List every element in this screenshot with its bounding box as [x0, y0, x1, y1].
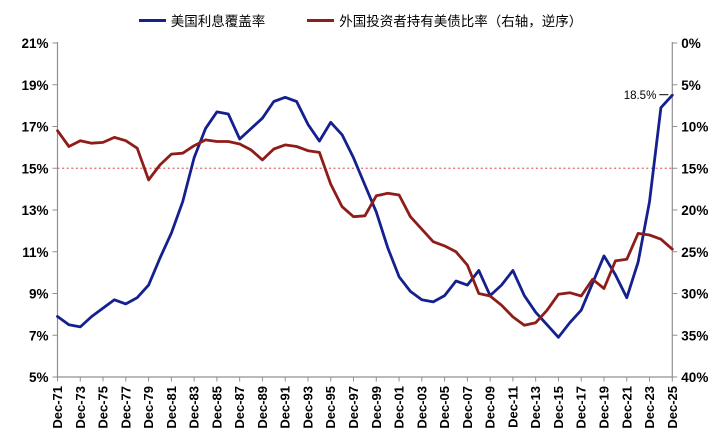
- x-axis-tick-label: Dec-17: [574, 386, 589, 429]
- right-axis-tick-label: 20%: [681, 203, 708, 218]
- legend-label: 外国投资者持有美债比率（右轴，逆序）: [339, 14, 583, 29]
- left-axis-tick-label: 9%: [29, 287, 49, 302]
- x-axis-tick-label: Dec-81: [164, 386, 179, 429]
- x-axis-tick-label: Dec-15: [551, 386, 566, 429]
- series-line-interest-coverage: [56, 93, 674, 339]
- x-axis-tick-label: Dec-13: [528, 386, 543, 429]
- x-axis-tick-label: Dec-71: [50, 386, 65, 429]
- left-axis-tick-label: 5%: [29, 370, 49, 385]
- legend-label: 美国利息覆盖率: [170, 14, 266, 29]
- left-axis-tick-label: 15%: [21, 161, 48, 176]
- right-axis-tick-label: 40%: [681, 370, 708, 385]
- right-axis-tick-label: 5%: [681, 78, 701, 93]
- x-axis-tick-label: Dec-91: [278, 386, 293, 429]
- x-axis-tick-label: Dec-79: [141, 386, 156, 429]
- right-axis-tick-label: 0%: [681, 36, 701, 51]
- x-axis-tick-label: Dec-09: [483, 386, 498, 429]
- right-axis-tick-label: 35%: [681, 328, 708, 343]
- x-axis-tick-label: Dec-83: [187, 386, 202, 429]
- left-axis-tick-label: 13%: [21, 203, 48, 218]
- legend: 美国利息覆盖率 外国投资者持有美债比率（右轴，逆序）: [0, 10, 721, 30]
- x-axis-tick-label: Dec-01: [392, 386, 407, 429]
- right-axis-tick-label: 15%: [681, 161, 708, 176]
- left-axis-tick-label: 19%: [21, 78, 48, 93]
- x-axis-tick-label: Dec-93: [300, 386, 315, 429]
- x-axis-tick-label: Dec-11: [505, 386, 520, 428]
- left-axis-tick-label: 11%: [22, 245, 48, 260]
- x-axis-tick-label: Dec-99: [369, 386, 384, 429]
- x-axis-tick-label: Dec-73: [73, 386, 88, 429]
- legend-item-foreign-holdings: 外国投资者持有美债比率（右轴，逆序）: [307, 10, 582, 30]
- x-axis-tick-label: Dec-23: [642, 386, 657, 429]
- series-line-foreign-holdings: [56, 129, 674, 327]
- x-axis-tick-label: Dec-05: [437, 386, 452, 429]
- x-axis-tick-label: Dec-89: [255, 386, 270, 429]
- x-axis-tick-label: Dec-03: [414, 386, 429, 429]
- x-axis-tick-label: Dec-19: [596, 386, 611, 429]
- x-axis-tick-label: Dec-25: [665, 386, 680, 429]
- left-axis-tick-label: 7%: [29, 328, 49, 343]
- right-axis-tick-label: 10%: [681, 120, 708, 135]
- annotation-latest-value: 18.5%: [624, 90, 657, 102]
- legend-item-interest-coverage: 美国利息覆盖率: [138, 10, 266, 30]
- left-axis-tick-label: 17%: [21, 120, 48, 135]
- right-axis-tick-label: 30%: [681, 287, 708, 302]
- legend-line-swatch-darkred: [307, 18, 335, 22]
- x-axis-tick-label: Dec-87: [232, 386, 247, 429]
- x-axis-tick-label: Dec-97: [346, 386, 361, 429]
- right-axis-tick-label: 25%: [681, 245, 708, 260]
- x-axis-tick-label: Dec-21: [619, 386, 634, 429]
- left-axis-tick-label: 21%: [21, 36, 48, 51]
- x-axis-tick-label: Dec-77: [118, 386, 133, 429]
- x-axis-tick-label: Dec-75: [96, 386, 111, 429]
- x-axis-tick-label: Dec-85: [209, 386, 224, 429]
- legend-line-swatch-blue: [138, 18, 166, 22]
- x-axis-tick-label: Dec-07: [460, 386, 475, 429]
- x-axis-tick-label: Dec-95: [323, 386, 338, 429]
